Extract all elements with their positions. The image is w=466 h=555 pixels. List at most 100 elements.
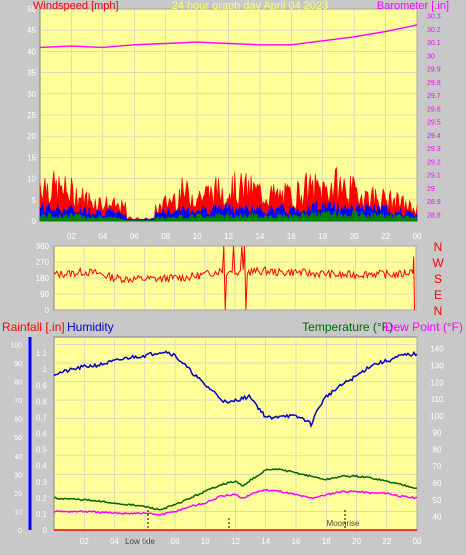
compass-label: S — [434, 272, 442, 286]
wind-xtick-label: 14 — [255, 232, 264, 241]
direction-grid — [54, 245, 417, 311]
wind-ytick-label: 35 — [27, 69, 36, 78]
rain-tick-label: 1.1 — [36, 349, 48, 358]
humidity-label: Humidity — [67, 320, 114, 334]
wind-xtick-label: 22 — [381, 232, 390, 241]
chart-title: 24 hour graph day April 04 2023 — [172, 0, 329, 12]
direction-ytick-label: 270 — [36, 258, 50, 267]
wind-xtick-label: 18 — [318, 232, 327, 241]
wind-ytick-label: 10 — [27, 175, 36, 184]
rain-tick-label: 0.4 — [36, 462, 48, 471]
direction-series — [53, 245, 415, 311]
avg-wind-series — [39, 209, 418, 222]
wind-xtick-label: 12 — [224, 232, 233, 241]
barometer-series — [39, 24, 418, 49]
temp-xtick-label: 08 — [171, 537, 180, 546]
temp-series — [53, 350, 418, 531]
temp-xtick-label: 00 — [413, 537, 422, 546]
compass-label: E — [434, 288, 442, 302]
rain-tick-label: 1 — [43, 365, 48, 374]
wind-xtick-label: 02 — [67, 232, 76, 241]
rain-tick-label: 0.2 — [36, 494, 48, 503]
direction-ytick-label: 90 — [40, 290, 49, 299]
rain-tick-label: 0.1 — [36, 510, 48, 519]
compass-label: N — [434, 304, 443, 318]
wind-ytick-label: 20 — [27, 132, 36, 141]
moonrise-label: Moonrise — [327, 519, 360, 528]
rain-tick-label: 0 — [43, 526, 48, 535]
wind-xtick-label: 00 — [413, 232, 422, 241]
windspeed-label: Windspeed [mph] — [33, 0, 119, 12]
temp-tick-label: 130 — [430, 362, 444, 371]
compass-label: N — [434, 240, 443, 254]
wind-ytick-label: 5 — [32, 196, 37, 205]
humidity-tick-label: 40 — [14, 454, 22, 461]
temp-tick-label: 110 — [431, 395, 444, 404]
rain-tick-label: 0.6 — [36, 430, 48, 439]
humidity-tick-label: 60 — [14, 417, 22, 424]
temp-ticks: 010203040506070809010000.10.20.30.40.50.… — [10, 337, 444, 546]
wind-xtick-label: 08 — [161, 232, 170, 241]
humidity-tick-label: 100 — [10, 342, 22, 349]
temp-xtick-label: 12 — [231, 537, 240, 546]
low-tide-label: Low tide — [125, 537, 155, 546]
rain-tick-label: 0.5 — [36, 446, 48, 455]
humidity-tick-label: 70 — [14, 398, 22, 405]
humidity-tick-label: 20 — [14, 491, 22, 498]
rain-tick-label: 0.3 — [36, 478, 48, 487]
wind-ytick-label: 15 — [27, 153, 36, 162]
wind-xtick-label: 04 — [98, 232, 107, 241]
temp-xtick-label: 14 — [261, 537, 270, 546]
humidity-tick-label: 10 — [14, 509, 22, 516]
barometer-tick-label: 29.2 — [427, 159, 441, 166]
direction-ytick-label: 360 — [36, 242, 50, 251]
humidity-tick-label: 50 — [14, 435, 22, 442]
barometer-tick-label: 29.1 — [427, 173, 441, 180]
temp-tick-label: 140 — [430, 345, 444, 354]
temp-xtick-label: 22 — [382, 537, 391, 546]
temp-xtick-label: 06 — [140, 537, 149, 546]
wind-xtick-label: 10 — [193, 232, 202, 241]
wind-ytick-label: 25 — [27, 111, 36, 120]
barometer-tick-label: 28.9 — [427, 199, 441, 206]
temperature-label: Temperature (°F) — [302, 320, 393, 334]
temp-xtick-label: 04 — [110, 537, 119, 546]
barometer-tick-label: 29.5 — [427, 120, 441, 127]
wind-ytick-label: 0 — [32, 217, 37, 226]
temp-tick-label: 120 — [430, 378, 444, 387]
temp-grid — [54, 337, 418, 531]
barometer-tick-label: 29.6 — [427, 106, 441, 113]
humidity-tick-label: 90 — [14, 361, 22, 368]
barometer-label: Barometer [.in] — [377, 0, 449, 12]
direction-series-line — [53, 245, 415, 311]
temp-xtick-label: 02 — [80, 537, 89, 546]
direction-ytick-label: 180 — [36, 274, 50, 283]
barometer-tick-label: 29.7 — [427, 93, 441, 100]
compass-label: W — [432, 256, 444, 270]
dewpoint-label: Dew Point (°F) — [385, 320, 463, 334]
temp-xtick-label: 16 — [292, 537, 301, 546]
wind-ticks: 0 5 10 15 20 25 30 35 40 45 50 28.8 28.9 29 29.1 29.2 29… — [27, 5, 441, 241]
barometer-tick-label: 29 — [427, 186, 435, 193]
temp-xtick-label: 18 — [322, 537, 331, 546]
barometer-tick-label: 29.3 — [427, 146, 441, 153]
barometer-tick-label: 29.8 — [427, 80, 441, 87]
temp-tick-label: 90 — [433, 429, 442, 438]
wind-ytick-label: 30 — [27, 90, 36, 99]
temp-xtick-label: 20 — [352, 537, 361, 546]
barometer-tick-label: 30.1 — [427, 40, 441, 47]
rainfall-label: Rainfall [.in] — [2, 320, 65, 334]
temp-tick-label: 40 — [433, 513, 442, 522]
humidity-tick-label: 80 — [14, 380, 22, 387]
barometer-tick-label: 29.9 — [427, 67, 441, 74]
barometer-tick-label: 30.2 — [427, 27, 441, 34]
humidity-series — [53, 350, 418, 429]
temp-tick-label: 50 — [433, 496, 442, 505]
humidity-tick-label: 30 — [14, 472, 22, 479]
temp-tick-label: 70 — [433, 462, 442, 471]
barometer-tick-label: 30.3 — [427, 14, 441, 21]
temp-tick-label: 80 — [433, 445, 442, 454]
barometer-tick-label: 30 — [427, 53, 435, 60]
humidity-tick-label: 0 — [18, 528, 22, 535]
temp-tick-label: 100 — [430, 412, 444, 421]
